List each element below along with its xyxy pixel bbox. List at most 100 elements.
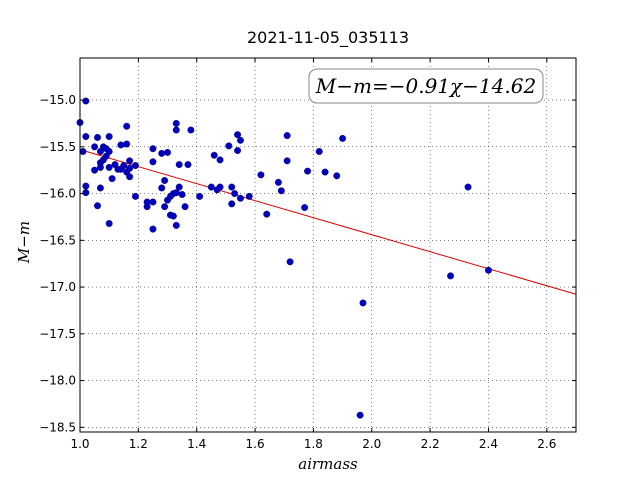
- data-point: [333, 172, 341, 180]
- equation-annotation: M−m=−0.91χ−14.62: [308, 68, 544, 104]
- data-point: [123, 122, 131, 130]
- plot-background: [80, 58, 576, 432]
- data-point: [131, 162, 139, 169]
- data-point: [161, 177, 169, 184]
- data-point: [149, 225, 157, 233]
- data-point: [485, 266, 492, 274]
- data-point: [356, 411, 364, 419]
- x-tick-label: 2.6: [537, 437, 556, 451]
- data-point: [228, 183, 236, 191]
- data-point: [210, 151, 218, 159]
- fit-line-group: [79, 149, 577, 295]
- x-tick-label: 1.0: [70, 437, 89, 451]
- data-point: [277, 187, 285, 195]
- x-tick-label: 2.4: [479, 437, 498, 451]
- x-tick-label: 1.4: [187, 437, 206, 451]
- data-point: [237, 136, 244, 144]
- x-tick-label: 1.6: [246, 437, 265, 451]
- data-point: [91, 143, 99, 151]
- axis-ticks: [79, 58, 576, 432]
- data-point: [169, 212, 177, 220]
- data-point: [123, 140, 131, 148]
- data-point: [181, 203, 189, 211]
- data-point: [164, 148, 171, 156]
- data-point: [149, 145, 157, 153]
- x-tick-labels: 1.0 1.2 1.4 1.6 1.8 2.0 2.2 2.4 2.6: [70, 437, 556, 451]
- data-point: [237, 194, 244, 202]
- data-point: [187, 126, 195, 134]
- data-point: [117, 141, 125, 149]
- data-point: [94, 134, 101, 141]
- data-point: [82, 182, 90, 190]
- data-point: [286, 258, 294, 266]
- data-point: [207, 183, 215, 191]
- data-point: [126, 157, 134, 165]
- data-point: [231, 190, 239, 198]
- data-point: [172, 221, 180, 229]
- data-point: [126, 173, 134, 181]
- data-point: [105, 163, 113, 171]
- data-point: [172, 119, 180, 127]
- data-point: [131, 192, 139, 200]
- data-point: [228, 200, 236, 208]
- data-point: [359, 299, 367, 307]
- data-point: [245, 192, 253, 200]
- x-tick-label: 1.8: [304, 437, 323, 451]
- data-point: [108, 175, 116, 183]
- data-point: [447, 272, 454, 280]
- y-tick-label: −17.0: [39, 280, 76, 294]
- x-tick-label: 2.0: [362, 437, 381, 451]
- data-point: [234, 147, 242, 155]
- data-point: [339, 134, 347, 142]
- data-point: [234, 131, 242, 139]
- data-point: [82, 97, 90, 105]
- data-point: [79, 148, 87, 155]
- data-point: [105, 133, 113, 140]
- x-tick-label: 2.2: [421, 437, 440, 451]
- annotation-text: M−m=−0.91χ−14.62: [315, 74, 536, 98]
- y-tick-label: −15.0: [39, 93, 76, 107]
- chart-title: 2021-11-05_035113: [247, 28, 409, 48]
- x-tick-label: 1.2: [129, 437, 148, 451]
- data-point: [158, 184, 166, 192]
- data-point: [216, 156, 224, 164]
- y-axis-label: M−m: [15, 221, 33, 264]
- data-points: [76, 97, 492, 419]
- data-point: [196, 192, 204, 200]
- y-tick-label: −17.5: [39, 327, 76, 341]
- data-point: [158, 149, 166, 157]
- data-point: [216, 183, 224, 191]
- plot-area: [80, 58, 576, 432]
- data-point: [283, 132, 291, 140]
- data-point: [161, 203, 169, 211]
- data-point: [82, 189, 90, 197]
- data-point: [257, 171, 265, 179]
- plot-frame: [79, 57, 577, 433]
- data-point: [96, 184, 104, 192]
- data-point: [175, 183, 183, 191]
- data-point: [149, 158, 157, 166]
- data-point: [126, 164, 134, 172]
- data-point: [225, 142, 233, 150]
- data-point: [184, 161, 192, 169]
- y-tick-label: −15.5: [39, 140, 76, 154]
- data-point: [105, 220, 113, 227]
- y-tick-label: −18.5: [39, 420, 76, 434]
- data-point: [91, 166, 99, 174]
- data-point: [105, 148, 113, 155]
- data-point: [304, 167, 312, 175]
- data-point: [301, 204, 309, 212]
- y-tick-label: −18.0: [39, 374, 76, 388]
- data-point: [464, 183, 472, 191]
- annotation-box: [308, 68, 544, 104]
- data-point: [120, 162, 128, 169]
- data-point: [274, 178, 282, 186]
- data-point: [175, 161, 183, 169]
- data-point: [321, 168, 329, 176]
- data-point: [283, 157, 291, 165]
- data-point: [82, 133, 90, 140]
- data-point: [149, 198, 157, 206]
- data-point: [143, 198, 151, 206]
- data-point: [172, 126, 180, 134]
